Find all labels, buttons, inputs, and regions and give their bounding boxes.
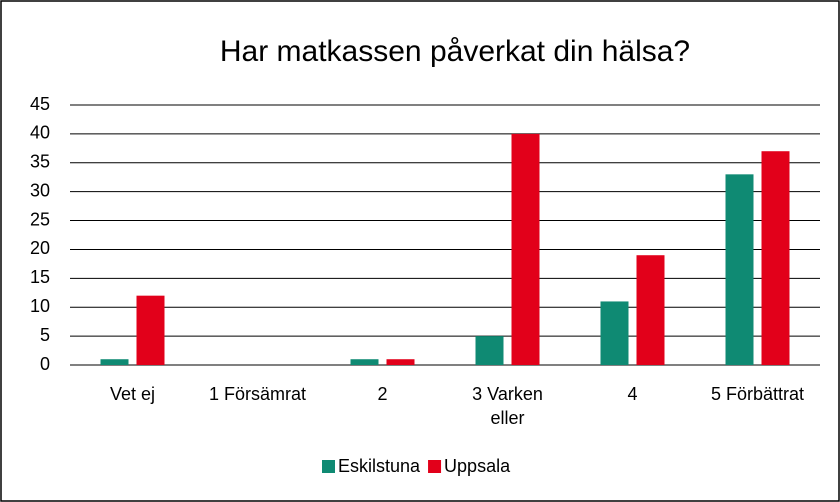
y-tick-label: 45 bbox=[30, 94, 50, 114]
bar bbox=[350, 359, 379, 365]
legend-swatch bbox=[322, 460, 335, 473]
chart-title: Har matkassen påverkat din hälsa? bbox=[220, 35, 690, 68]
legend-swatch bbox=[428, 460, 442, 473]
x-tick-label: 1 Försämrat bbox=[208, 384, 307, 404]
legend-label: Uppsala bbox=[444, 456, 511, 476]
bar bbox=[600, 301, 629, 365]
bar bbox=[100, 359, 129, 365]
x-tick-label: 2 bbox=[377, 384, 388, 404]
y-tick-label: 15 bbox=[30, 267, 50, 287]
bar bbox=[511, 133, 540, 365]
y-tick-label: 40 bbox=[30, 123, 50, 143]
bar bbox=[636, 255, 665, 365]
y-tick-label: 30 bbox=[30, 180, 50, 200]
x-tick-label: 4 bbox=[627, 384, 638, 404]
x-tick-label: 3 Varken eller bbox=[472, 384, 543, 428]
bar bbox=[136, 295, 165, 365]
y-tick-label: 5 bbox=[40, 325, 50, 345]
legend-label: Eskilstuna bbox=[338, 456, 421, 476]
x-tick-label: 5 Förbättrat bbox=[710, 384, 805, 404]
bar bbox=[475, 336, 504, 365]
y-tick-label: 20 bbox=[30, 238, 50, 258]
y-tick-label: 35 bbox=[30, 152, 50, 172]
x-tick-label: Vet ej bbox=[109, 384, 156, 404]
bar bbox=[386, 359, 415, 365]
y-tick-label: 0 bbox=[40, 354, 50, 374]
y-tick-label: 25 bbox=[30, 209, 50, 229]
bar bbox=[761, 151, 790, 365]
bar bbox=[725, 174, 754, 365]
y-tick-label: 10 bbox=[30, 296, 50, 316]
